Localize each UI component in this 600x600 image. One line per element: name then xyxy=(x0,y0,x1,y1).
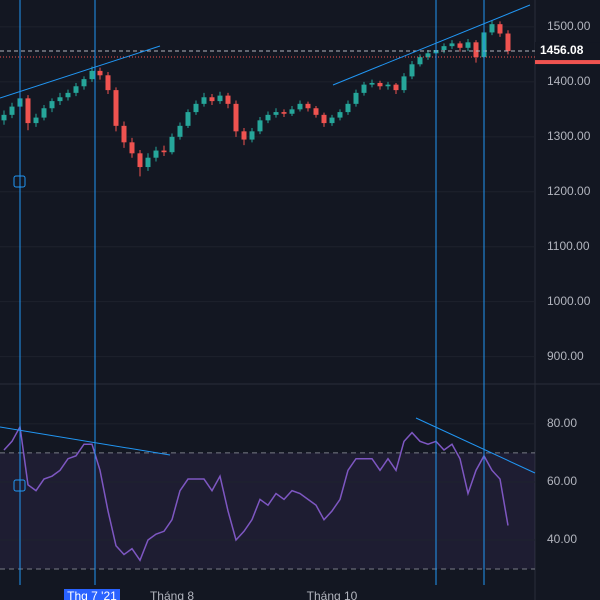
trend-line xyxy=(332,4,531,86)
candle-body xyxy=(153,150,159,158)
candle-body xyxy=(241,131,247,140)
candle-body xyxy=(273,112,279,115)
price-label-underline xyxy=(535,60,600,65)
candle-body xyxy=(497,24,503,34)
candle-body xyxy=(225,95,231,104)
candle-body xyxy=(73,86,79,93)
candle-body xyxy=(465,42,471,48)
candle-body xyxy=(409,64,415,77)
candle-body xyxy=(217,95,223,102)
candle-body xyxy=(329,117,335,124)
candle-body xyxy=(265,114,271,121)
x-tick-label: Tháng 8 xyxy=(150,589,194,600)
trend-line xyxy=(0,45,161,99)
candle-body xyxy=(249,131,255,140)
candle-body xyxy=(81,79,87,87)
candle-body xyxy=(449,43,455,47)
candle-body xyxy=(209,97,215,102)
y-tick-label: 60.00 xyxy=(547,474,577,488)
candle-body xyxy=(489,24,495,33)
y-tick-label: 1200.00 xyxy=(547,184,591,198)
candle-body xyxy=(33,117,39,124)
candle-body xyxy=(41,108,47,118)
y-tick-label: 900.00 xyxy=(547,349,584,363)
candle-body xyxy=(401,76,407,91)
candle-body xyxy=(201,97,207,104)
y-tick-label: 1400.00 xyxy=(547,74,591,88)
candle-body xyxy=(105,75,111,91)
candle-body xyxy=(305,103,311,109)
y-tick-label: 1000.00 xyxy=(547,294,591,308)
candle-body xyxy=(233,103,239,132)
candle-body xyxy=(65,92,71,98)
candle-body xyxy=(121,125,127,143)
candle-body xyxy=(313,108,319,115)
candle-body xyxy=(441,46,447,51)
candle-body xyxy=(9,106,15,115)
anchor-handle[interactable] xyxy=(13,479,26,492)
candle-body xyxy=(377,82,383,87)
price-label-box xyxy=(535,42,600,61)
candle-body xyxy=(505,33,511,52)
candle-body xyxy=(137,153,143,168)
y-tick-label: 80.00 xyxy=(547,416,577,430)
anchor-handle[interactable] xyxy=(13,175,26,188)
candle-body xyxy=(289,109,295,114)
candle-body xyxy=(49,101,55,109)
candle-body xyxy=(281,112,287,114)
x-label-highlight xyxy=(64,589,120,600)
candle-body xyxy=(25,98,31,124)
drawings xyxy=(0,0,536,585)
candle-body xyxy=(417,57,423,65)
candle-body xyxy=(473,42,479,58)
candle-body xyxy=(337,112,343,118)
candle-body xyxy=(369,82,375,85)
candle-body xyxy=(57,97,63,102)
candle-body xyxy=(297,103,303,110)
rsi-line xyxy=(3,424,509,562)
candle-body xyxy=(1,114,7,121)
candle-body xyxy=(89,70,95,80)
candle-body xyxy=(353,92,359,104)
y-tick-label: 1300.00 xyxy=(547,129,591,143)
candle-body xyxy=(145,157,151,168)
candle-body xyxy=(361,84,367,93)
last-price-label: 1456.08 xyxy=(540,43,584,57)
x-tick-label: Tháng 10 xyxy=(307,589,358,600)
candle-body xyxy=(177,125,183,137)
candle-body xyxy=(193,103,199,113)
y-tick-label: 1500.00 xyxy=(547,19,591,33)
candle-body xyxy=(129,142,135,154)
trend-line xyxy=(415,417,536,474)
candle-body xyxy=(321,114,327,124)
candle-body xyxy=(169,136,175,153)
candle-body xyxy=(185,112,191,126)
y-tick-label: 40.00 xyxy=(547,532,577,546)
candle-body xyxy=(425,53,431,58)
candle-body xyxy=(457,43,463,48)
trend-line xyxy=(0,426,171,456)
candle-body xyxy=(161,150,167,153)
candle-body xyxy=(113,90,119,126)
candle-body xyxy=(385,84,391,87)
x-tick-label: Thg 7 '21 xyxy=(67,589,117,600)
candle-body xyxy=(257,120,263,132)
y-tick-label: 1100.00 xyxy=(547,239,590,253)
rsi-band xyxy=(0,452,535,570)
candle-body xyxy=(345,103,351,113)
candle-body xyxy=(393,84,399,91)
candle-body xyxy=(97,70,103,76)
